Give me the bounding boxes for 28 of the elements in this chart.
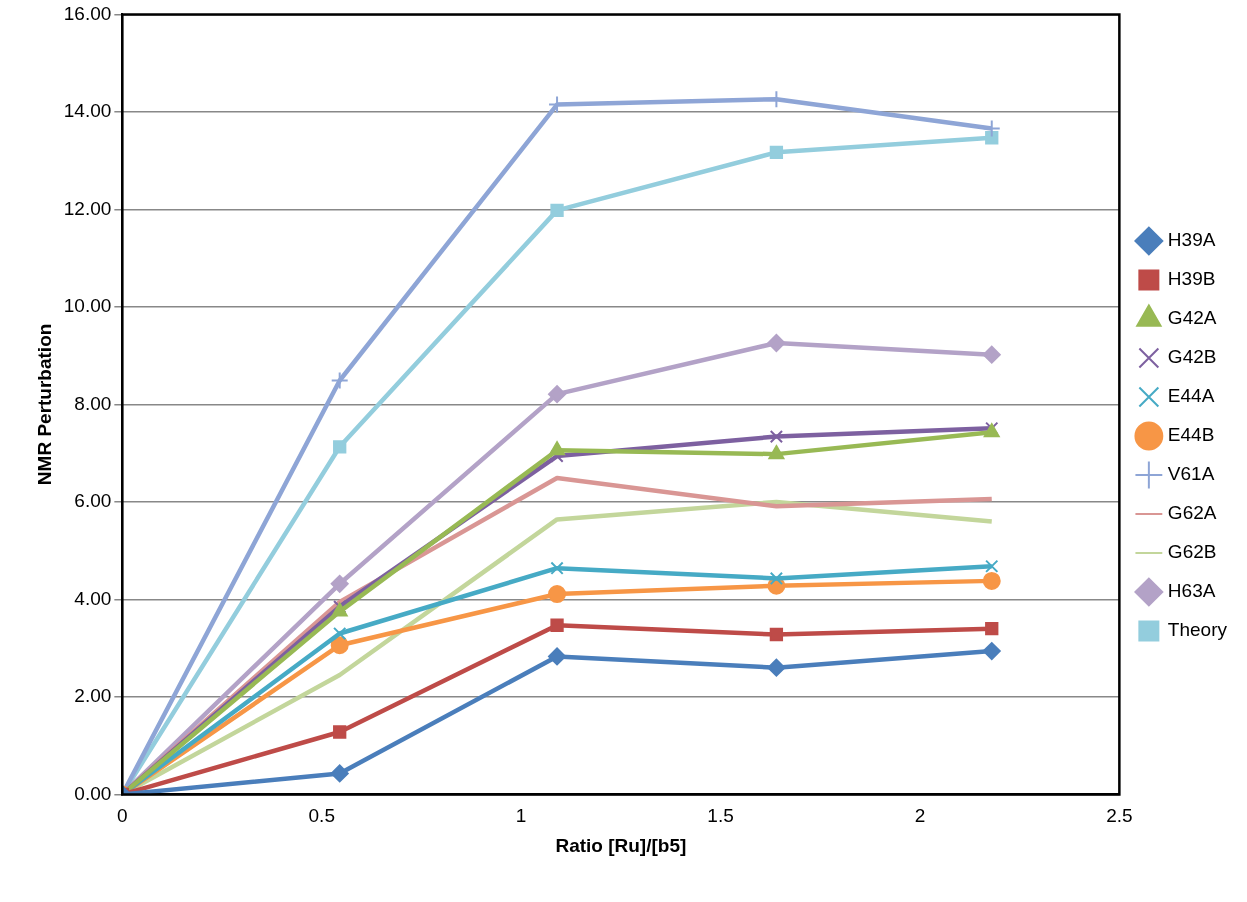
legend-label: E44A	[1167, 385, 1215, 407]
y-tick-label: 12.00	[63, 197, 112, 219]
x-axis-title: Ratio [Ru]/[b5]	[555, 834, 687, 856]
y-tick-label: 10.00	[63, 295, 112, 317]
y-tick-label: 14.00	[63, 100, 112, 122]
legend-label: H39B	[1167, 268, 1216, 290]
x-tick-label: 1.5	[707, 805, 734, 827]
x-tick-label: 1	[515, 805, 527, 827]
y-tick-label: 6.00	[74, 490, 112, 512]
legend-label: Theory	[1167, 619, 1228, 641]
legend-label: G42B	[1167, 346, 1217, 368]
y-tick-label: 16.00	[63, 2, 112, 24]
y-tick-label: 8.00	[74, 392, 112, 414]
legend-label: H39A	[1167, 229, 1216, 251]
x-tick-label: 2	[914, 805, 926, 827]
y-tick-label: 4.00	[74, 587, 112, 609]
x-tick-label: 2.5	[1106, 805, 1133, 827]
legend-label: H63A	[1167, 580, 1216, 602]
legend-label: G62A	[1167, 502, 1217, 524]
x-tick-label: 0	[117, 805, 128, 827]
x-tick-label: 0.5	[308, 805, 335, 827]
y-axis-title: NMR Perturbation	[33, 323, 55, 486]
y-tick-label: 0.00	[74, 782, 112, 804]
legend-label: E44B	[1167, 424, 1215, 446]
y-tick-label: 2.00	[74, 685, 112, 707]
legend-label: G42A	[1167, 307, 1217, 329]
legend-label: V61A	[1167, 463, 1215, 485]
legend-label: G62B	[1167, 541, 1217, 563]
